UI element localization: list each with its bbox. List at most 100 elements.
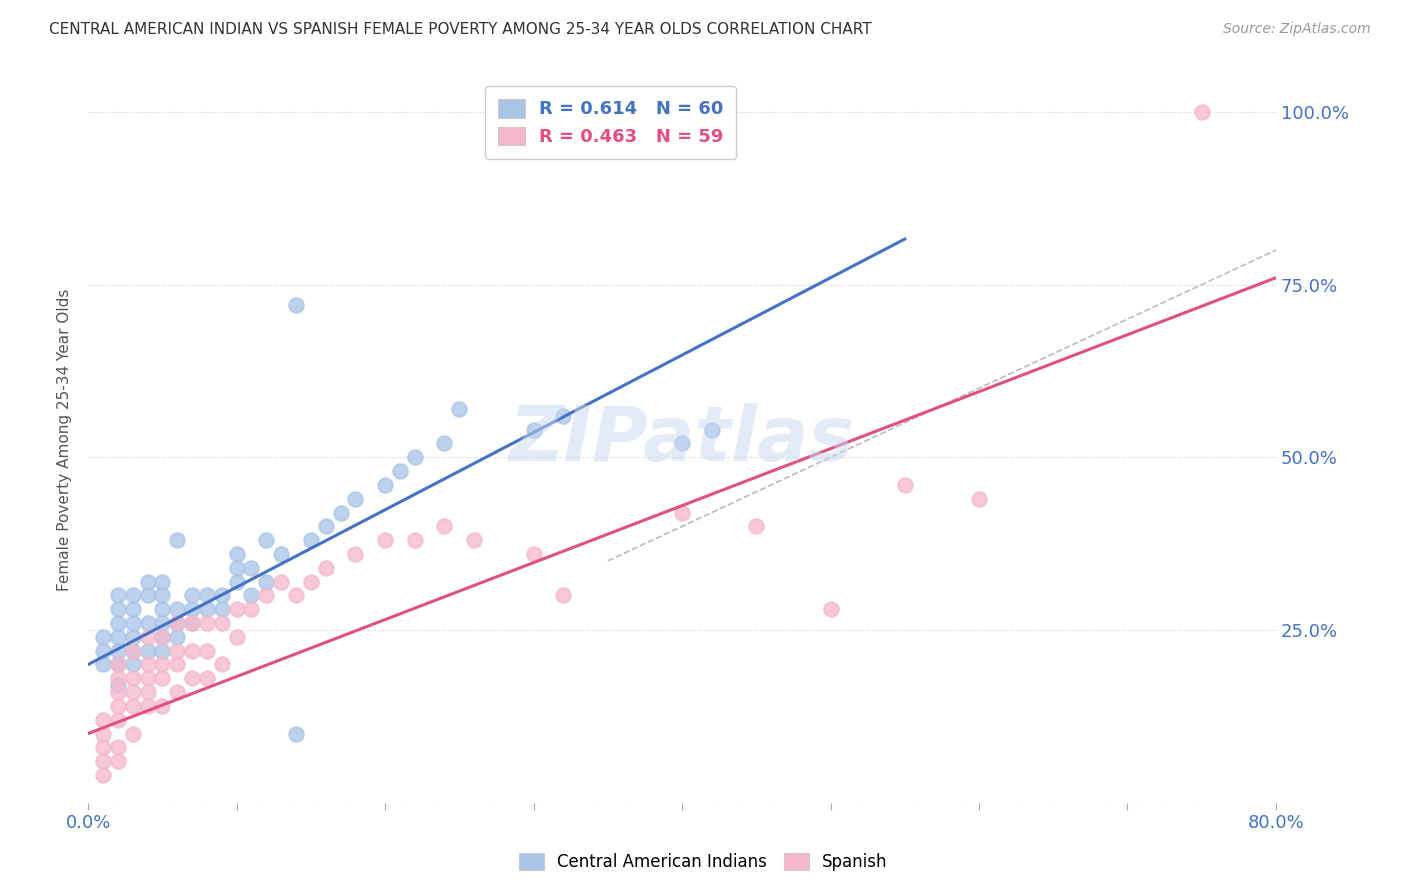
Point xyxy=(166,615,188,630)
Point xyxy=(166,630,188,644)
Point xyxy=(107,615,129,630)
Point xyxy=(315,561,337,575)
Point xyxy=(523,547,546,561)
Point xyxy=(107,754,129,768)
Point xyxy=(225,602,247,616)
Text: ZIPatlas: ZIPatlas xyxy=(509,403,855,477)
Point xyxy=(225,574,247,589)
Point xyxy=(254,574,277,589)
Y-axis label: Female Poverty Among 25-34 Year Olds: Female Poverty Among 25-34 Year Olds xyxy=(58,289,72,591)
Point xyxy=(211,588,233,602)
Point xyxy=(121,726,143,740)
Point xyxy=(107,740,129,755)
Point xyxy=(254,588,277,602)
Point xyxy=(270,547,292,561)
Point xyxy=(285,588,308,602)
Point xyxy=(91,740,114,755)
Text: CENTRAL AMERICAN INDIAN VS SPANISH FEMALE POVERTY AMONG 25-34 YEAR OLDS CORRELAT: CENTRAL AMERICAN INDIAN VS SPANISH FEMAL… xyxy=(49,22,872,37)
Point xyxy=(671,506,693,520)
Point xyxy=(136,657,159,672)
Point xyxy=(136,588,159,602)
Point xyxy=(121,671,143,685)
Point xyxy=(107,657,129,672)
Point xyxy=(388,464,411,478)
Point xyxy=(195,602,218,616)
Point xyxy=(374,533,396,548)
Point xyxy=(107,602,129,616)
Point xyxy=(150,643,173,657)
Point xyxy=(107,671,129,685)
Point xyxy=(700,423,723,437)
Point xyxy=(181,588,204,602)
Point xyxy=(136,671,159,685)
Point xyxy=(181,615,204,630)
Point xyxy=(329,506,352,520)
Point xyxy=(553,409,575,423)
Point xyxy=(136,685,159,699)
Point xyxy=(150,602,173,616)
Point xyxy=(225,561,247,575)
Point xyxy=(315,519,337,533)
Point xyxy=(107,657,129,672)
Point xyxy=(91,643,114,657)
Point xyxy=(91,726,114,740)
Point xyxy=(136,643,159,657)
Point xyxy=(166,615,188,630)
Point xyxy=(166,602,188,616)
Point xyxy=(107,588,129,602)
Point xyxy=(150,630,173,644)
Point xyxy=(91,754,114,768)
Point xyxy=(225,630,247,644)
Point xyxy=(195,643,218,657)
Point xyxy=(299,574,322,589)
Point xyxy=(433,436,456,450)
Point xyxy=(225,547,247,561)
Point xyxy=(211,615,233,630)
Point xyxy=(107,643,129,657)
Point xyxy=(195,588,218,602)
Point xyxy=(91,713,114,727)
Point xyxy=(404,450,426,465)
Point xyxy=(195,671,218,685)
Point xyxy=(344,491,367,506)
Point xyxy=(285,298,308,312)
Point xyxy=(211,657,233,672)
Point xyxy=(150,657,173,672)
Point xyxy=(150,588,173,602)
Point xyxy=(150,574,173,589)
Legend: Central American Indians, Spanish: Central American Indians, Spanish xyxy=(510,845,896,880)
Point xyxy=(107,698,129,713)
Point xyxy=(463,533,485,548)
Point xyxy=(344,547,367,561)
Point xyxy=(299,533,322,548)
Point xyxy=(91,630,114,644)
Point xyxy=(270,574,292,589)
Point xyxy=(121,588,143,602)
Point xyxy=(91,657,114,672)
Point xyxy=(121,685,143,699)
Point xyxy=(121,698,143,713)
Point xyxy=(150,698,173,713)
Point xyxy=(121,615,143,630)
Point xyxy=(449,401,471,416)
Point xyxy=(523,423,546,437)
Point xyxy=(166,685,188,699)
Point xyxy=(553,588,575,602)
Point xyxy=(136,574,159,589)
Text: Source: ZipAtlas.com: Source: ZipAtlas.com xyxy=(1223,22,1371,37)
Point xyxy=(166,643,188,657)
Point xyxy=(211,602,233,616)
Point xyxy=(121,657,143,672)
Point xyxy=(195,615,218,630)
Point xyxy=(374,478,396,492)
Point xyxy=(820,602,842,616)
Point xyxy=(181,615,204,630)
Point xyxy=(181,602,204,616)
Point xyxy=(150,671,173,685)
Point xyxy=(136,615,159,630)
Point xyxy=(121,643,143,657)
Point xyxy=(181,671,204,685)
Point xyxy=(121,643,143,657)
Point xyxy=(1191,105,1213,120)
Point xyxy=(433,519,456,533)
